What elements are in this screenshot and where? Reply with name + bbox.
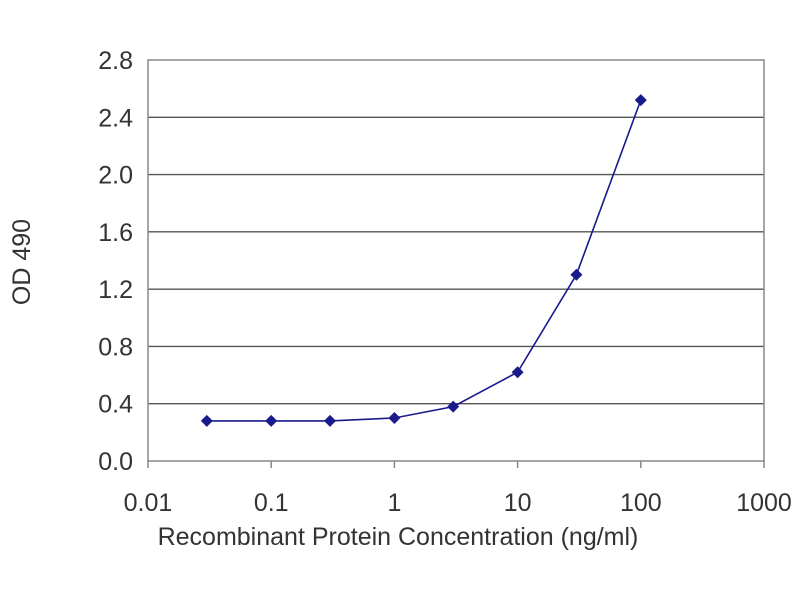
x-tick-label-0: 0.01 <box>124 489 173 517</box>
x-tick-label-2: 1 <box>387 489 401 517</box>
y-axis-tick-labels: 0.0 0.4 0.8 1.2 1.6 2.0 2.4 2.8 <box>98 47 133 476</box>
y-tick-label-1: 0.4 <box>98 391 133 419</box>
x-tick-label-1: 0.1 <box>254 489 289 517</box>
data-series <box>200 94 647 427</box>
data-point-5 <box>511 366 524 379</box>
plot-area-border <box>147 59 765 462</box>
series-line-0 <box>206 99 642 422</box>
y-tick-label-3: 1.2 <box>98 276 133 304</box>
y-tick-label-6: 2.4 <box>98 104 133 132</box>
data-point-6 <box>570 268 583 281</box>
data-point-7 <box>634 94 647 107</box>
y-tick-label-4: 1.6 <box>98 219 133 247</box>
x-tick-label-5: 1000 <box>736 489 792 517</box>
data-point-2 <box>324 414 336 427</box>
x-tick-label-3: 10 <box>504 489 532 517</box>
y-tick-label-5: 2.0 <box>98 162 133 190</box>
data-point-3 <box>388 412 401 424</box>
y-axis-title: OD 490 <box>8 219 36 305</box>
data-point-1 <box>265 414 278 427</box>
y-tick-label-7: 2.8 <box>98 47 133 75</box>
x-axis-ticks: 0.01 0.1 1 10 100 1000 <box>124 461 792 517</box>
grid-lines <box>148 116 764 405</box>
y-tick-label-0: 0.0 <box>98 448 133 476</box>
data-point-0 <box>200 414 213 427</box>
y-tick-label-2: 0.8 <box>98 333 133 361</box>
data-point-4 <box>447 400 460 413</box>
x-tick-label-4: 100 <box>620 489 662 517</box>
x-axis-title: Recombinant Protein Concentration (ng/ml… <box>158 523 639 551</box>
